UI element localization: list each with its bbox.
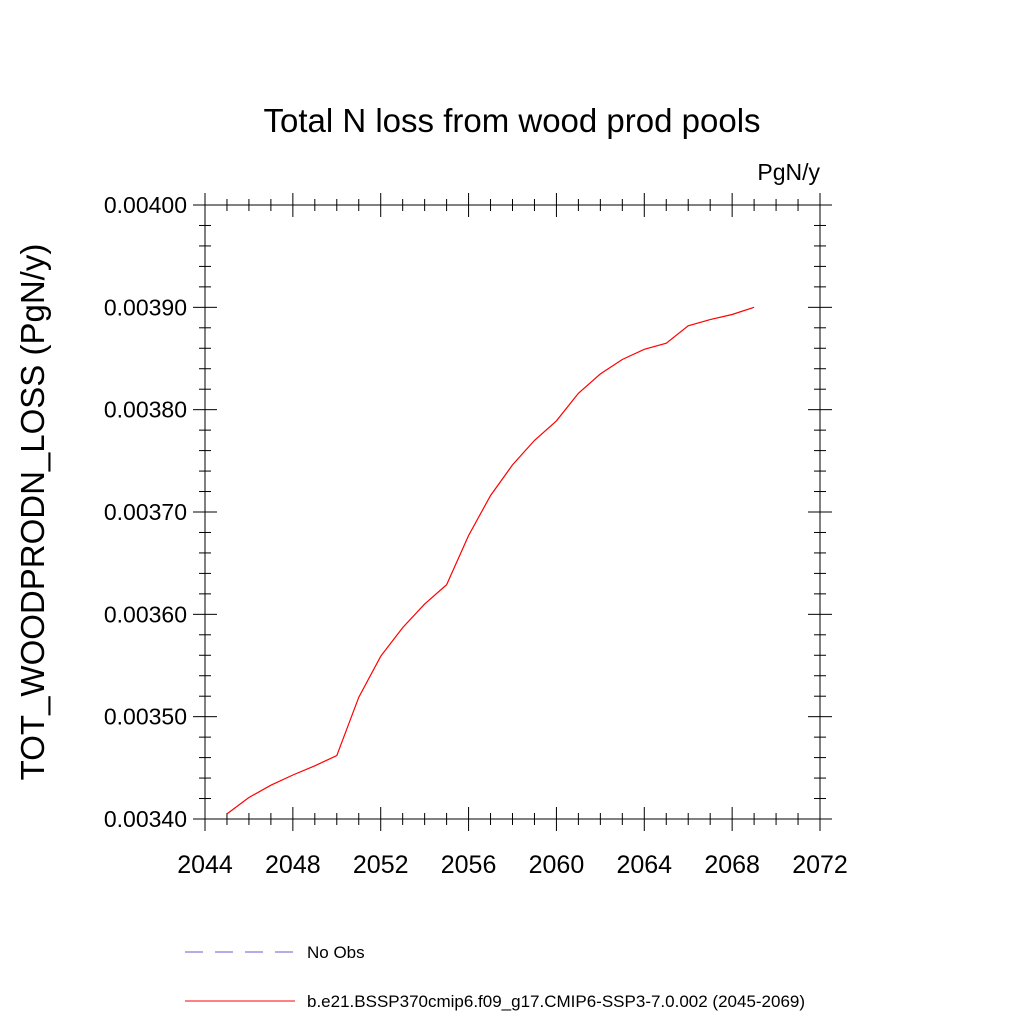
x-tick-label: 2048 xyxy=(265,851,321,879)
legend-label: No Obs xyxy=(307,943,365,962)
y-tick-label: 0.00380 xyxy=(104,397,187,423)
units-label: PgN/y xyxy=(757,159,820,185)
x-tick-label: 2072 xyxy=(792,851,848,879)
x-tick-label: 2056 xyxy=(441,851,497,879)
x-tick-label: 2052 xyxy=(353,851,409,879)
x-tick-label: 2068 xyxy=(704,851,760,879)
x-tick-label: 2064 xyxy=(616,851,672,879)
chart-title: Total N loss from wood prod pools xyxy=(263,102,760,139)
series-layer xyxy=(226,306,755,815)
y-tick-label: 0.00340 xyxy=(104,806,187,832)
tick-labels: 0.00340 0.00350 0.00360 0.00370 0.00380 0.003… xyxy=(104,192,848,879)
plot-frame xyxy=(204,204,821,820)
y-tick-label: 0.00400 xyxy=(104,192,187,218)
legend: No Obs b.e21.BSSP370cmip6.f09_g17.CMIP6-S… xyxy=(185,943,805,1011)
y-tick-label: 0.00350 xyxy=(104,704,187,730)
x-tick-label: 2044 xyxy=(177,851,233,879)
y-tick-label: 0.00390 xyxy=(104,294,187,320)
series-line xyxy=(226,306,755,815)
y-axis-label: TOT_WOODPRODN_LOSS (PgN/y) xyxy=(14,244,51,781)
y-tick-label: 0.00370 xyxy=(104,499,187,525)
axis-ticks xyxy=(193,193,832,831)
legend-label: b.e21.BSSP370cmip6.f09_g17.CMIP6-SSP3-7.… xyxy=(307,992,805,1011)
x-tick-label: 2060 xyxy=(529,851,585,879)
y-tick-label: 0.00360 xyxy=(104,601,187,627)
